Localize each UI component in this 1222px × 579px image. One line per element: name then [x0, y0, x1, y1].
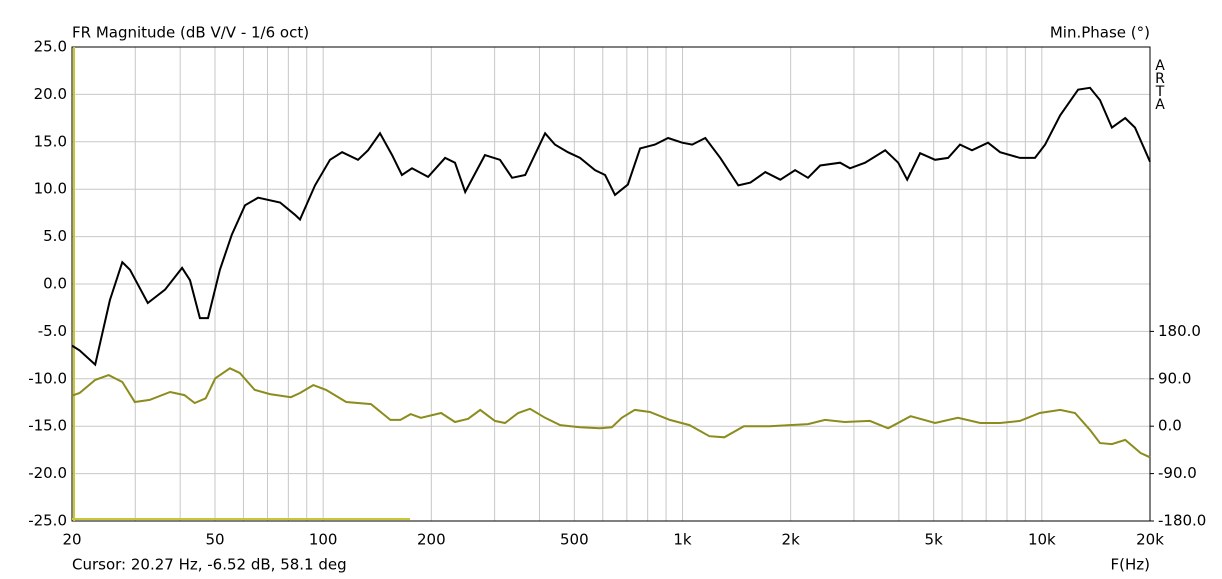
y-tick-label: 20.0: [34, 85, 67, 103]
y-tick-label: 5.0: [43, 227, 67, 245]
y2-tick-label: 180.0: [1158, 322, 1201, 340]
x-tick-label: 5k: [925, 531, 944, 549]
data-line: [71, 86, 1151, 367]
y-tick-label: -20.0: [28, 464, 67, 482]
y2-tick-label: 0.0: [1158, 417, 1182, 435]
x-tick-label: 20k: [1136, 531, 1164, 549]
x-axis-label: F(Hz): [1111, 556, 1151, 574]
x-tick-label: 10k: [1028, 531, 1056, 549]
x-tick-label: 200: [417, 531, 446, 549]
y-tick-label: -10.0: [28, 369, 67, 387]
x-tick-label: 1k: [673, 531, 692, 549]
y-tick-label: -15.0: [28, 417, 67, 435]
x-tick-label: 100: [309, 531, 338, 549]
y2-tick-label: -90.0: [1158, 464, 1197, 482]
brand: ARTA: [1152, 58, 1168, 110]
y2-tick-label: 90.0: [1158, 369, 1191, 387]
y-tick-label: -5.0: [38, 322, 67, 340]
x-tick-label: 50: [205, 531, 224, 549]
x-tick-label: 2k: [782, 531, 801, 549]
y-tick-label: 25.0: [34, 38, 67, 56]
data-line: [71, 367, 1151, 459]
y-tick-label: -25.0: [28, 512, 67, 530]
y2-axis-label: Min.Phase (°): [1050, 24, 1150, 42]
y-tick-label: 10.0: [34, 180, 67, 198]
y2-tick-label: -180.0: [1158, 512, 1206, 530]
cursor-readout: Cursor: 20.27 Hz, -6.52 dB, 58.1 deg: [72, 556, 347, 574]
x-tick-label: 20: [62, 531, 81, 549]
y-tick-label: 15.0: [34, 132, 67, 150]
chart-title: FR Magnitude (dB V/V - 1/6 oct): [72, 24, 309, 42]
x-tick-label: 500: [560, 531, 589, 549]
plot-frame: [71, 46, 1151, 522]
y-tick-label: 0.0: [43, 275, 67, 293]
